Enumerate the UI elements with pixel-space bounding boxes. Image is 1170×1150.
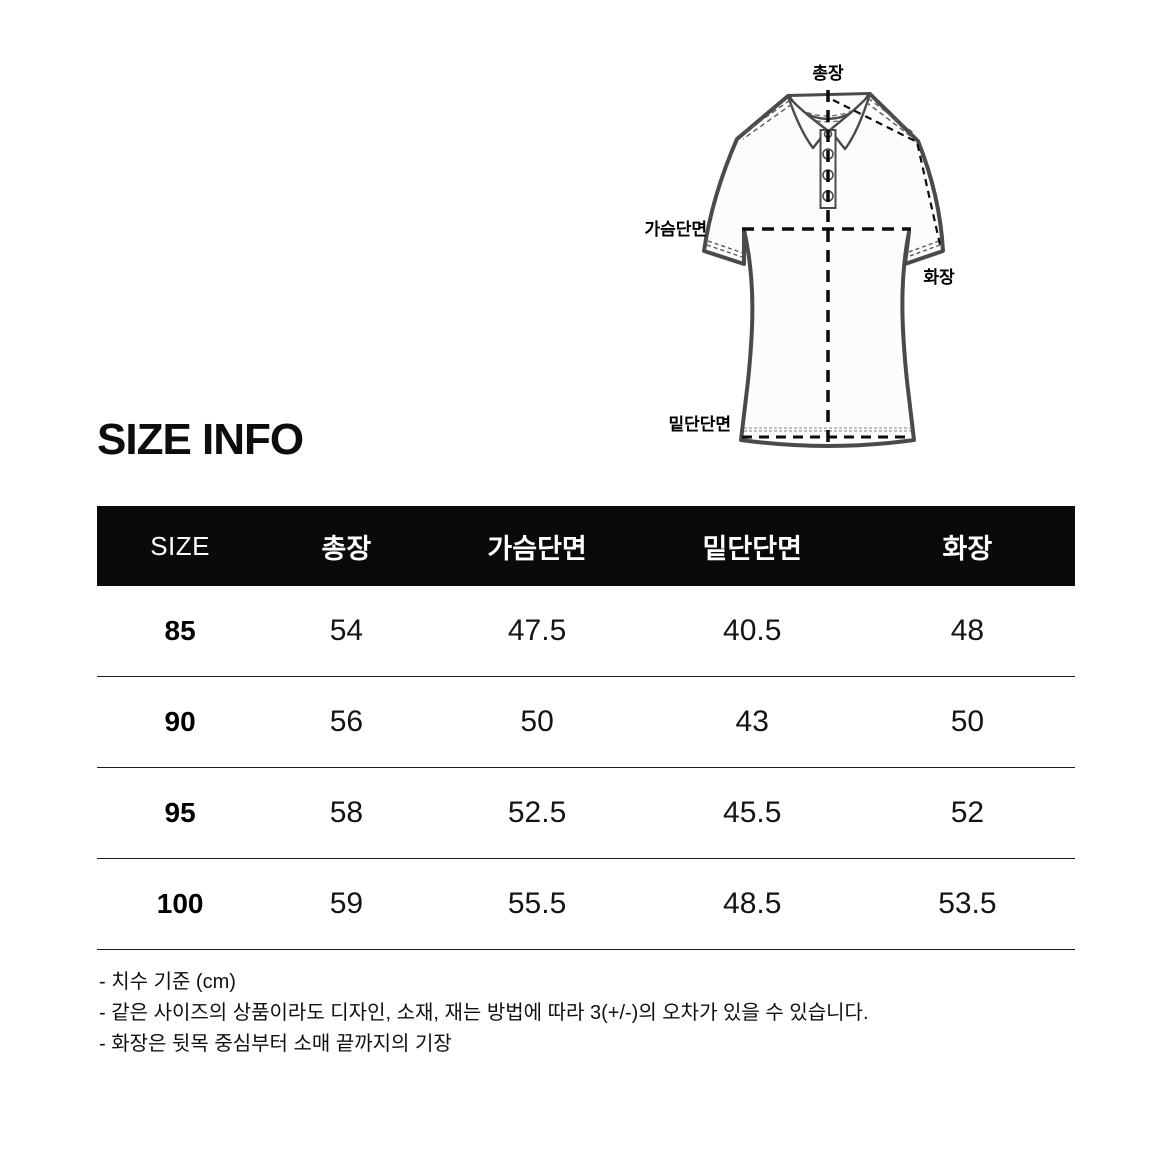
cell-size: 100 [156,888,204,919]
note-sleeve-definition: - 화장은 뒷목 중심부터 소매 끝까지의 기장 [99,1033,452,1055]
col-header-hem: 밑단단면 [702,533,802,564]
collar-right-flap [828,92,872,151]
cell-sleeve: 48 [950,614,985,647]
size-table: SIZE 총장 가슴단면 밑단단면 화장 85 54 47.5 40.5 48 … [97,506,1075,950]
shirt-body-outline [702,92,945,448]
diagram-label-total-length: 총장 [812,64,844,83]
col-header-total-length: 총장 [321,533,372,564]
note-tolerance: - 같은 사이즈의 상품이라도 디자인, 소재, 재는 방법에 따라 3(+/-… [99,1002,869,1024]
cell-sleeve: 53.5 [938,887,997,920]
hem-stitch [744,427,911,432]
cell-size: 85 [164,615,196,646]
cell-total-length: 59 [329,887,364,920]
page-title: SIZE INFO [97,415,304,464]
table-row-95: 95 58 52.5 45.5 52 [97,768,1075,859]
cell-chest: 55.5 [507,887,567,920]
cell-sleeve: 50 [950,705,985,738]
cell-total-length: 56 [329,705,364,738]
table-row-90: 90 56 50 43 50 [97,677,1075,768]
cell-total-length: 58 [329,796,364,829]
cell-size: 90 [164,706,196,737]
cell-hem: 45.5 [723,796,782,829]
diagram-label-chest: 가슴단면 [644,220,707,239]
shirt-diagram: 총장 가슴단면 화장 밑단단면 [644,64,955,448]
col-header-chest: 가슴단면 [487,533,587,564]
shoulder-stitch-right [865,97,916,139]
cell-chest: 47.5 [507,614,567,647]
note-measure-unit: - 치수 기준 (cm) [99,971,236,993]
cell-chest: 52.5 [507,796,567,829]
col-header-sleeve: 화장 [942,533,993,564]
cell-hem: 43 [735,705,769,738]
cell-sleeve: 52 [950,796,985,829]
cuff-stitch-left [706,240,744,258]
diagram-label-sleeve: 화장 [923,268,955,287]
cell-total-length: 54 [329,614,364,647]
cell-hem: 40.5 [723,614,782,647]
shoulder-stitch-left [740,99,793,140]
table-row-100: 100 59 55.5 48.5 53.5 [97,859,1075,950]
col-header-size: SIZE [150,530,211,561]
size-notes: - 치수 기준 (cm) - 같은 사이즈의 상품이라도 디자인, 소재, 재는… [99,967,869,1060]
cell-chest: 50 [520,705,554,738]
diagram-label-hem: 밑단단면 [668,415,731,434]
cell-hem: 48.5 [723,887,782,920]
size-table-header-row: SIZE 총장 가슴단면 밑단단면 화장 [97,506,1075,586]
cell-size: 95 [164,797,196,828]
cuff-stitch-right [905,240,941,258]
table-row-85: 85 54 47.5 40.5 48 [97,586,1075,677]
